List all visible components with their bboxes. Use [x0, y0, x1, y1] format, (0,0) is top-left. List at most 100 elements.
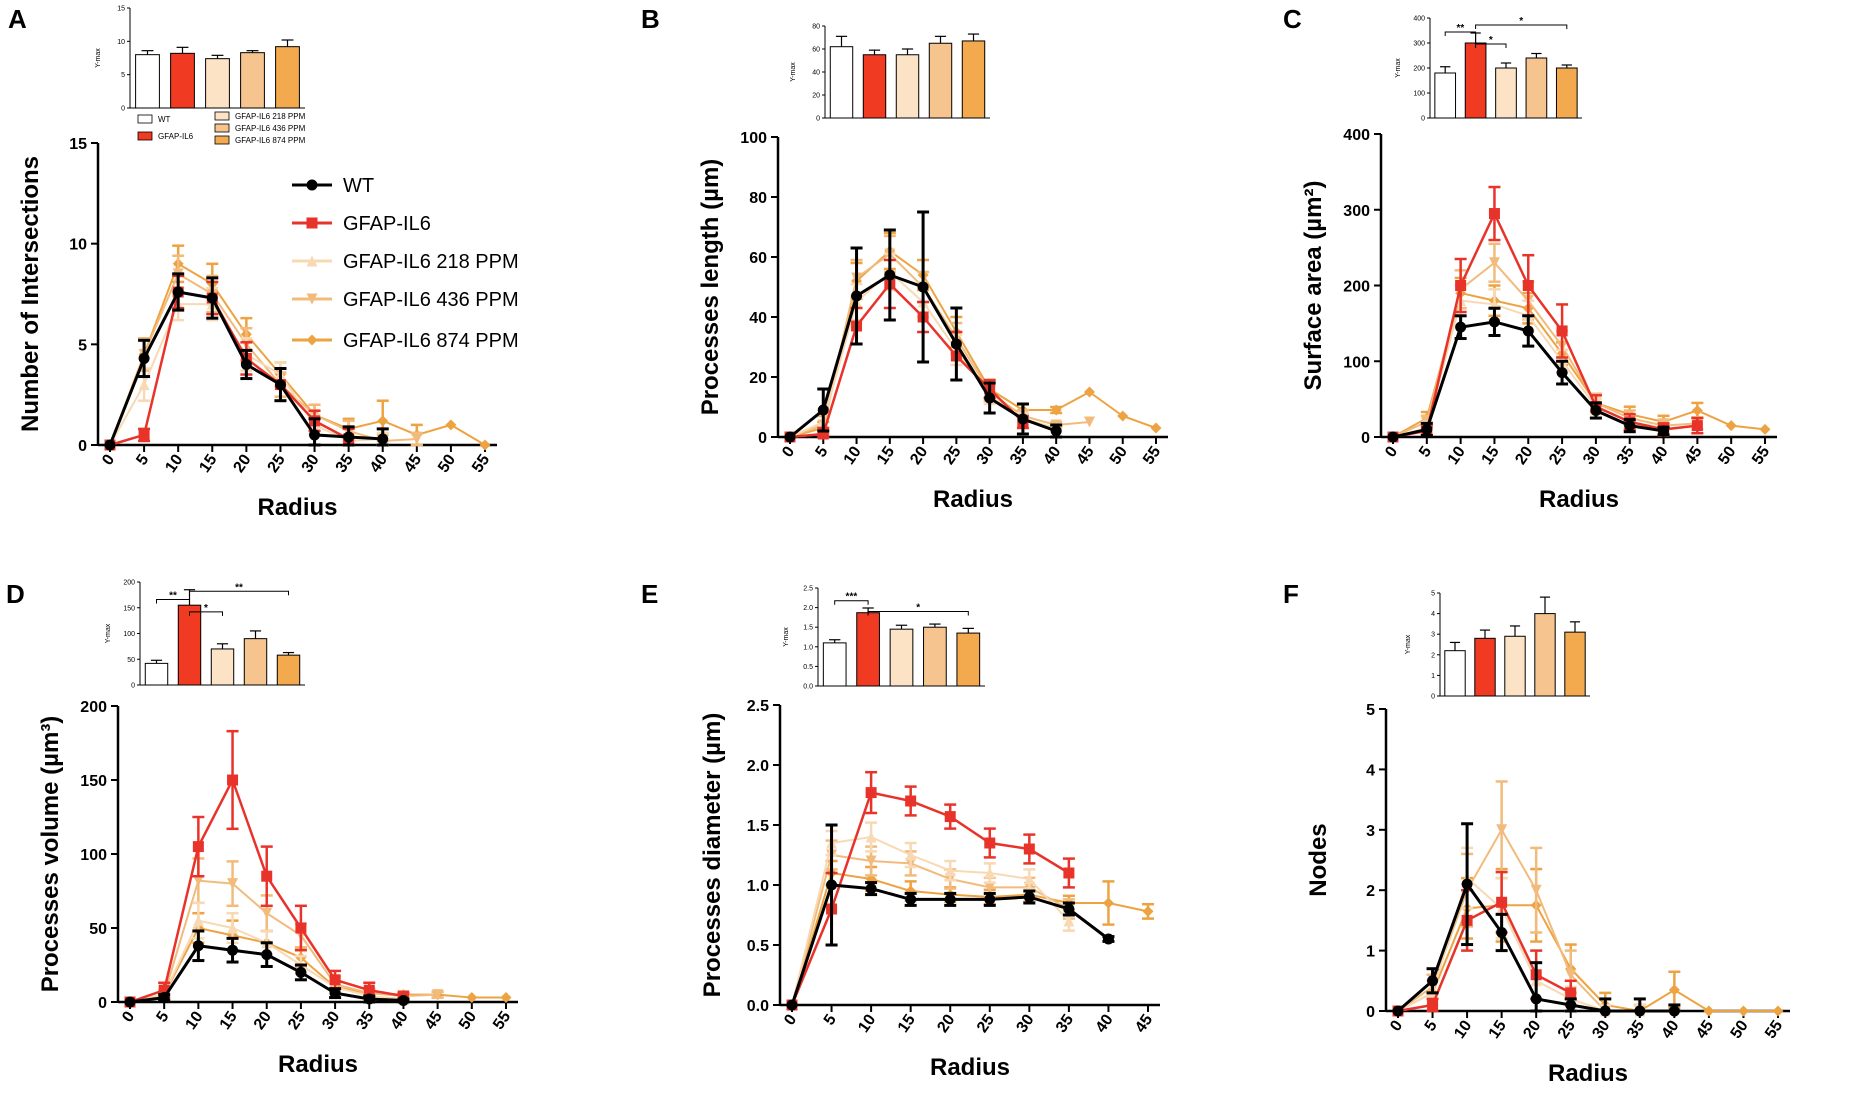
inset-y-tick-label: 0 [1431, 694, 1435, 701]
x-axis-title: Radius [1548, 1060, 1628, 1087]
data-point [1565, 969, 1577, 981]
x-tick-label: 10 [855, 1011, 879, 1035]
inset-bar [928, 42, 953, 119]
inset-y-label: Y-max [1405, 634, 1412, 654]
y-tick-label: 400 [1343, 127, 1370, 144]
inset-y-tick-label: 10 [117, 39, 125, 46]
data-point [884, 269, 896, 281]
data-point [158, 984, 170, 996]
series-line [129, 879, 438, 1003]
data-point [1530, 993, 1542, 1005]
data-point [1063, 915, 1075, 927]
significance-label: * [1519, 16, 1523, 27]
data-point [261, 949, 273, 961]
data-point [1590, 404, 1602, 416]
x-tick-label: 40 [1659, 1017, 1683, 1041]
panel-letter: F [1283, 579, 1299, 609]
y-tick-label: 2.0 [747, 758, 769, 775]
data-point [1565, 987, 1577, 999]
y-tick-label: 20 [749, 370, 767, 387]
data-point [192, 875, 204, 887]
data-point [329, 987, 341, 999]
inset-legend-entry: GFAP-IL6 436 PPM [214, 123, 306, 133]
data-point [1387, 431, 1399, 443]
panel-letter: E [641, 579, 658, 609]
x-tick-label: 55 [1762, 1017, 1786, 1041]
series-wt [1387, 306, 1670, 443]
x-tick-label: 0 [779, 443, 798, 460]
x-axis-title: Radius [930, 1054, 1010, 1081]
inset-bar [275, 46, 300, 109]
significance-bracket [189, 590, 289, 596]
inset-bar [177, 604, 202, 686]
inset-bar-chart: 0.00.51.01.52.02.5Y-max**** [783, 586, 985, 691]
inset-y-tick-label: 0.0 [803, 684, 813, 691]
y-axis-title: Processes diameter (µm) [699, 713, 726, 998]
data-point [1063, 867, 1075, 879]
inset-y-tick-label: 0 [816, 116, 820, 123]
data-point [329, 974, 341, 986]
data-point [984, 867, 996, 879]
data-point [1102, 897, 1114, 909]
data-point [1461, 878, 1473, 890]
data-point [1496, 896, 1508, 908]
inset-legend-entry: WT [137, 114, 171, 124]
significance-bracket [1475, 43, 1507, 48]
x-tick-label: 10 [162, 451, 186, 475]
y-tick-label: 5 [78, 337, 87, 354]
significance-bracket [1475, 24, 1568, 29]
significance-bracket [1444, 31, 1477, 36]
data-point [944, 893, 956, 905]
data-point [917, 281, 929, 293]
data-point [240, 358, 252, 370]
inset-legend-entry: GFAP-IL6 [137, 131, 194, 141]
y-tick-label: 0.5 [747, 938, 769, 955]
data-point [1703, 1005, 1715, 1017]
inset-bar [1474, 637, 1496, 697]
significance-label: * [1489, 35, 1493, 46]
x-tick-label: 10 [183, 1008, 207, 1032]
data-point [227, 944, 239, 956]
inset-y-tick-label: 2 [1431, 652, 1435, 659]
data-point [786, 999, 798, 1011]
data-point [445, 419, 457, 431]
inset-y-tick-label: 300 [1413, 41, 1425, 48]
x-tick-label: 45 [1132, 1011, 1156, 1035]
data-point [1050, 425, 1062, 437]
y-tick-label: 1 [1366, 944, 1375, 961]
y-tick-label: 80 [749, 190, 767, 207]
data-point [138, 379, 150, 391]
x-tick-label: 15 [196, 451, 220, 475]
y-tick-label: 0 [1366, 1004, 1375, 1021]
data-point [363, 984, 375, 996]
y-tick-label: 4 [1366, 762, 1375, 779]
y-tick-label: 300 [1343, 203, 1370, 220]
y-tick-label: 200 [80, 699, 107, 716]
inset-y-tick-label: 100 [1413, 91, 1425, 98]
data-point [1522, 280, 1534, 291]
x-tick-label: 20 [1520, 1017, 1544, 1041]
data-point [1150, 422, 1162, 434]
data-point [377, 415, 389, 427]
x-tick-label: 0 [99, 451, 118, 468]
x-tick-label: 55 [490, 1008, 514, 1032]
inset-bar [144, 662, 169, 686]
data-point [1668, 1005, 1680, 1017]
series-line [1392, 210, 1698, 439]
series-gfap-il6-874-ppm [1392, 867, 1784, 1017]
inset-bar [889, 628, 914, 687]
data-point [466, 992, 478, 1004]
x-tick-label: 30 [1589, 1017, 1613, 1041]
x-tick-label: 45 [1682, 443, 1706, 467]
data-point [1023, 873, 1035, 885]
y-tick-label: 2 [1366, 883, 1375, 900]
data-point [851, 290, 863, 302]
panel-e: E 0.0 0.5 1.0 1.5 2.0 2.5 0 5 10 15 20 25 30 35 40 45 Rad… [641, 579, 1160, 1081]
data-point [905, 849, 917, 861]
inset-legend-label: WT [158, 115, 171, 124]
legend-marker [306, 334, 318, 346]
panel-letter: C [1283, 4, 1302, 34]
x-tick-label: 15 [1479, 443, 1503, 467]
legend-entry: GFAP-IL6 218 PPM [292, 251, 519, 273]
